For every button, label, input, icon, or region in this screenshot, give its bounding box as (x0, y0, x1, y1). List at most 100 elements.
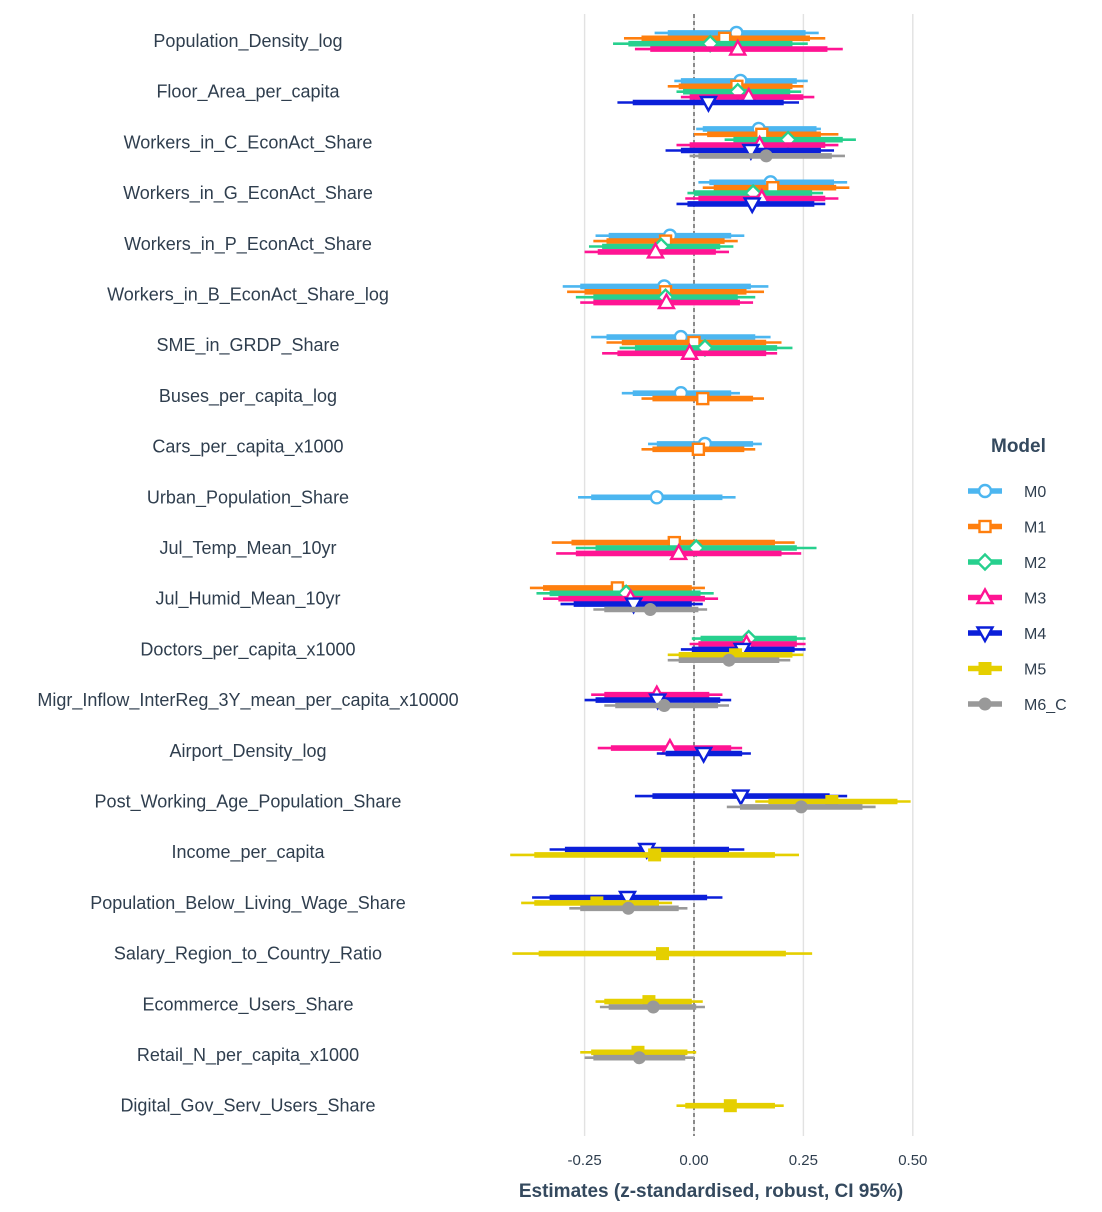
point-estimate-M4 (624, 597, 644, 615)
variable-label: Airport_Density_log (169, 741, 326, 762)
point-estimate-M6_C (657, 699, 671, 712)
variable-label: Retail_N_per_capita_x1000 (137, 1045, 359, 1066)
point-estimate-M3 (656, 292, 676, 310)
x-tick-label: 0.25 (789, 1152, 818, 1169)
estimate-M6_C (667, 653, 791, 667)
estimate-M4 (617, 95, 800, 113)
legend-item-M5: M5 (968, 662, 1046, 679)
x-axis-title: Estimates (z-standardised, robust, CI 95… (519, 1181, 903, 1202)
variable-label: Migr_Inflow_InterReg_3Y_mean_per_capita_… (37, 690, 458, 711)
estimate-M3 (556, 542, 802, 561)
point-estimate-M4 (741, 143, 761, 161)
legend-label: M1 (1024, 520, 1046, 537)
point-estimate-M5 (978, 662, 992, 675)
point-estimate-M5 (648, 848, 662, 862)
estimate-M4 (656, 746, 751, 764)
point-estimate-M0 (977, 483, 993, 499)
point-estimate-M6_C (646, 1000, 660, 1014)
estimate-M1 (623, 31, 826, 45)
legend-title: Model (991, 436, 1046, 457)
legend-item-M4: M4 (968, 626, 1046, 644)
estimate-M6_C (599, 1000, 705, 1014)
variable-label: Urban_Population_Share (147, 487, 349, 508)
legend-label: M2 (1024, 555, 1046, 572)
point-estimate-M4 (731, 789, 751, 807)
estimate-M1 (606, 335, 782, 350)
variable-label: Buses_per_capita_log (159, 386, 337, 407)
estimate-M4 (532, 890, 723, 908)
legend-item-M2: M2 (968, 552, 1046, 572)
point-estimate-M5 (723, 1099, 737, 1113)
point-estimate-M4 (742, 197, 762, 215)
legend-label: M4 (1024, 626, 1046, 643)
point-estimate-M2 (975, 552, 995, 572)
point-estimate-M4 (617, 890, 638, 908)
point-estimate-M4 (698, 95, 718, 113)
point-estimate-M1 (978, 519, 992, 534)
legend-label: M3 (1024, 591, 1046, 608)
estimate-M5 (676, 1099, 784, 1113)
estimate-M6_C (604, 699, 730, 712)
variable-label: Income_per_capita (171, 842, 325, 863)
estimate-M1 (702, 180, 850, 195)
estimate-M6_C (584, 1051, 694, 1065)
estimate-M4 (634, 789, 848, 807)
point-estimate-M6_C (759, 149, 773, 163)
x-tick-label: -0.25 (567, 1152, 601, 1169)
legend: Model M0 M1 M2 M3 M4 M5 M6_C (968, 436, 1067, 714)
point-estimate-M4 (975, 626, 995, 644)
estimate-M6_C (726, 800, 876, 814)
variable-label: Jul_Temp_Mean_10yr (159, 538, 336, 559)
estimate-M6_C (569, 901, 688, 915)
point-estimate-M6_C (978, 697, 992, 711)
variable-label: Workers_in_C_EconAct_Share (124, 132, 373, 153)
point-estimate-M1 (696, 391, 710, 406)
point-estimate-M5 (655, 947, 669, 961)
point-estimate-M6_C (632, 1051, 646, 1065)
variable-label: Workers_in_G_EconAct_Share (123, 183, 373, 204)
variable-label: Salary_Region_to_Country_Ratio (114, 944, 382, 965)
x-axis: -0.25 0.00 0.25 0.50 (567, 1152, 927, 1169)
variable-label: Population_Density_log (153, 31, 342, 52)
variable-label: Cars_per_capita_x1000 (152, 437, 343, 458)
estimate-M1 (551, 535, 795, 550)
point-estimate-M6_C (794, 800, 808, 814)
point-estimate-M3 (975, 587, 995, 605)
estimate-M1 (641, 442, 756, 456)
estimate-M5 (510, 848, 800, 862)
variable-label: Workers_in_P_EconAct_Share (124, 234, 372, 255)
variable-label: Jul_Humid_Mean_10yr (155, 589, 340, 610)
variable-label: Digital_Gov_Serv_Users_Share (120, 1096, 375, 1117)
estimate-M3 (602, 342, 778, 360)
estimate-M3 (634, 38, 843, 56)
point-estimate-M6_C (722, 653, 736, 667)
legend-item-M1: M1 (968, 520, 1046, 537)
legend-label: M6_C (1024, 697, 1067, 714)
estimate-M1 (641, 391, 765, 406)
x-tick-label: 0.00 (679, 1152, 708, 1169)
estimate-M3 (584, 241, 730, 259)
estimate-M4 (680, 642, 806, 660)
point-estimate-M4 (694, 746, 714, 764)
point-estimate-M1 (691, 442, 706, 456)
variable-label: Doctors_per_capita_x1000 (140, 639, 355, 660)
variable-label: Post_Working_Age_Population_Share (95, 792, 402, 813)
variable-label: SME_in_GRDP_Share (156, 335, 339, 356)
variable-label: Ecommerce_Users_Share (142, 994, 353, 1015)
point-estimate-M6_C (643, 603, 657, 616)
estimate-M0 (578, 490, 736, 505)
estimate-M4 (665, 143, 835, 161)
variable-label: Floor_Area_per_capita (156, 82, 340, 103)
estimate-M3 (580, 292, 754, 310)
point-estimate-M6_C (621, 901, 635, 915)
variable-label: Population_Below_Living_Wage_Share (90, 893, 406, 914)
estimate-M4 (676, 197, 826, 215)
variable-labels: Population_Density_log Floor_Area_per_cap… (37, 31, 458, 1117)
legend-item-M0: M0 (968, 483, 1046, 501)
point-estimate-M3 (645, 241, 666, 259)
estimate-M5 (512, 947, 813, 961)
legend-label: M0 (1024, 484, 1046, 501)
variable-label: Workers_in_B_EconAct_Share_log (107, 285, 389, 306)
legend-item-M6_C: M6_C (968, 697, 1067, 714)
